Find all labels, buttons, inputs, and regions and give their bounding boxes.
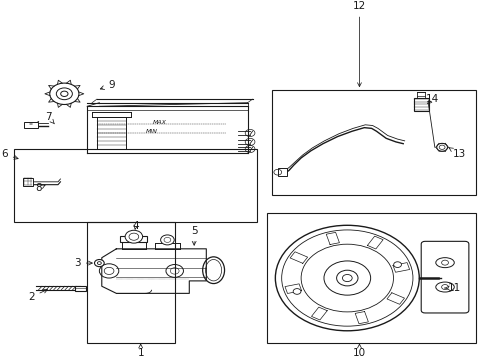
Bar bbox=[413, 98, 427, 111]
Circle shape bbox=[293, 289, 300, 294]
Text: =: = bbox=[29, 122, 33, 127]
Bar bbox=[24, 122, 38, 128]
Circle shape bbox=[275, 225, 418, 331]
Bar bbox=[266, 213, 475, 343]
Text: 8: 8 bbox=[35, 183, 45, 193]
Bar bbox=[277, 168, 286, 176]
Circle shape bbox=[94, 260, 104, 267]
Bar bbox=[271, 90, 475, 195]
Text: 4: 4 bbox=[132, 221, 139, 231]
Text: 13: 13 bbox=[448, 148, 465, 159]
Text: 2: 2 bbox=[28, 289, 47, 302]
Text: 3: 3 bbox=[74, 258, 92, 268]
Circle shape bbox=[125, 230, 142, 243]
Text: MIN: MIN bbox=[145, 129, 157, 134]
Text: 14: 14 bbox=[425, 94, 438, 104]
Circle shape bbox=[160, 235, 174, 245]
Ellipse shape bbox=[436, 143, 447, 151]
Text: 7: 7 bbox=[45, 112, 54, 124]
Text: 9: 9 bbox=[100, 80, 115, 90]
Bar bbox=[75, 285, 85, 291]
Circle shape bbox=[393, 262, 401, 267]
Text: 10: 10 bbox=[352, 344, 366, 358]
Bar bbox=[120, 236, 147, 242]
FancyBboxPatch shape bbox=[420, 241, 468, 313]
Text: 1: 1 bbox=[137, 344, 143, 358]
Text: 5: 5 bbox=[190, 226, 197, 245]
Text: 11: 11 bbox=[444, 283, 460, 293]
Bar bbox=[87, 222, 174, 343]
Text: 6: 6 bbox=[1, 149, 18, 159]
Text: 12: 12 bbox=[352, 1, 366, 87]
Text: MAX: MAX bbox=[153, 120, 166, 125]
Bar bbox=[22, 177, 33, 186]
Bar bbox=[14, 149, 257, 222]
Circle shape bbox=[50, 83, 79, 104]
